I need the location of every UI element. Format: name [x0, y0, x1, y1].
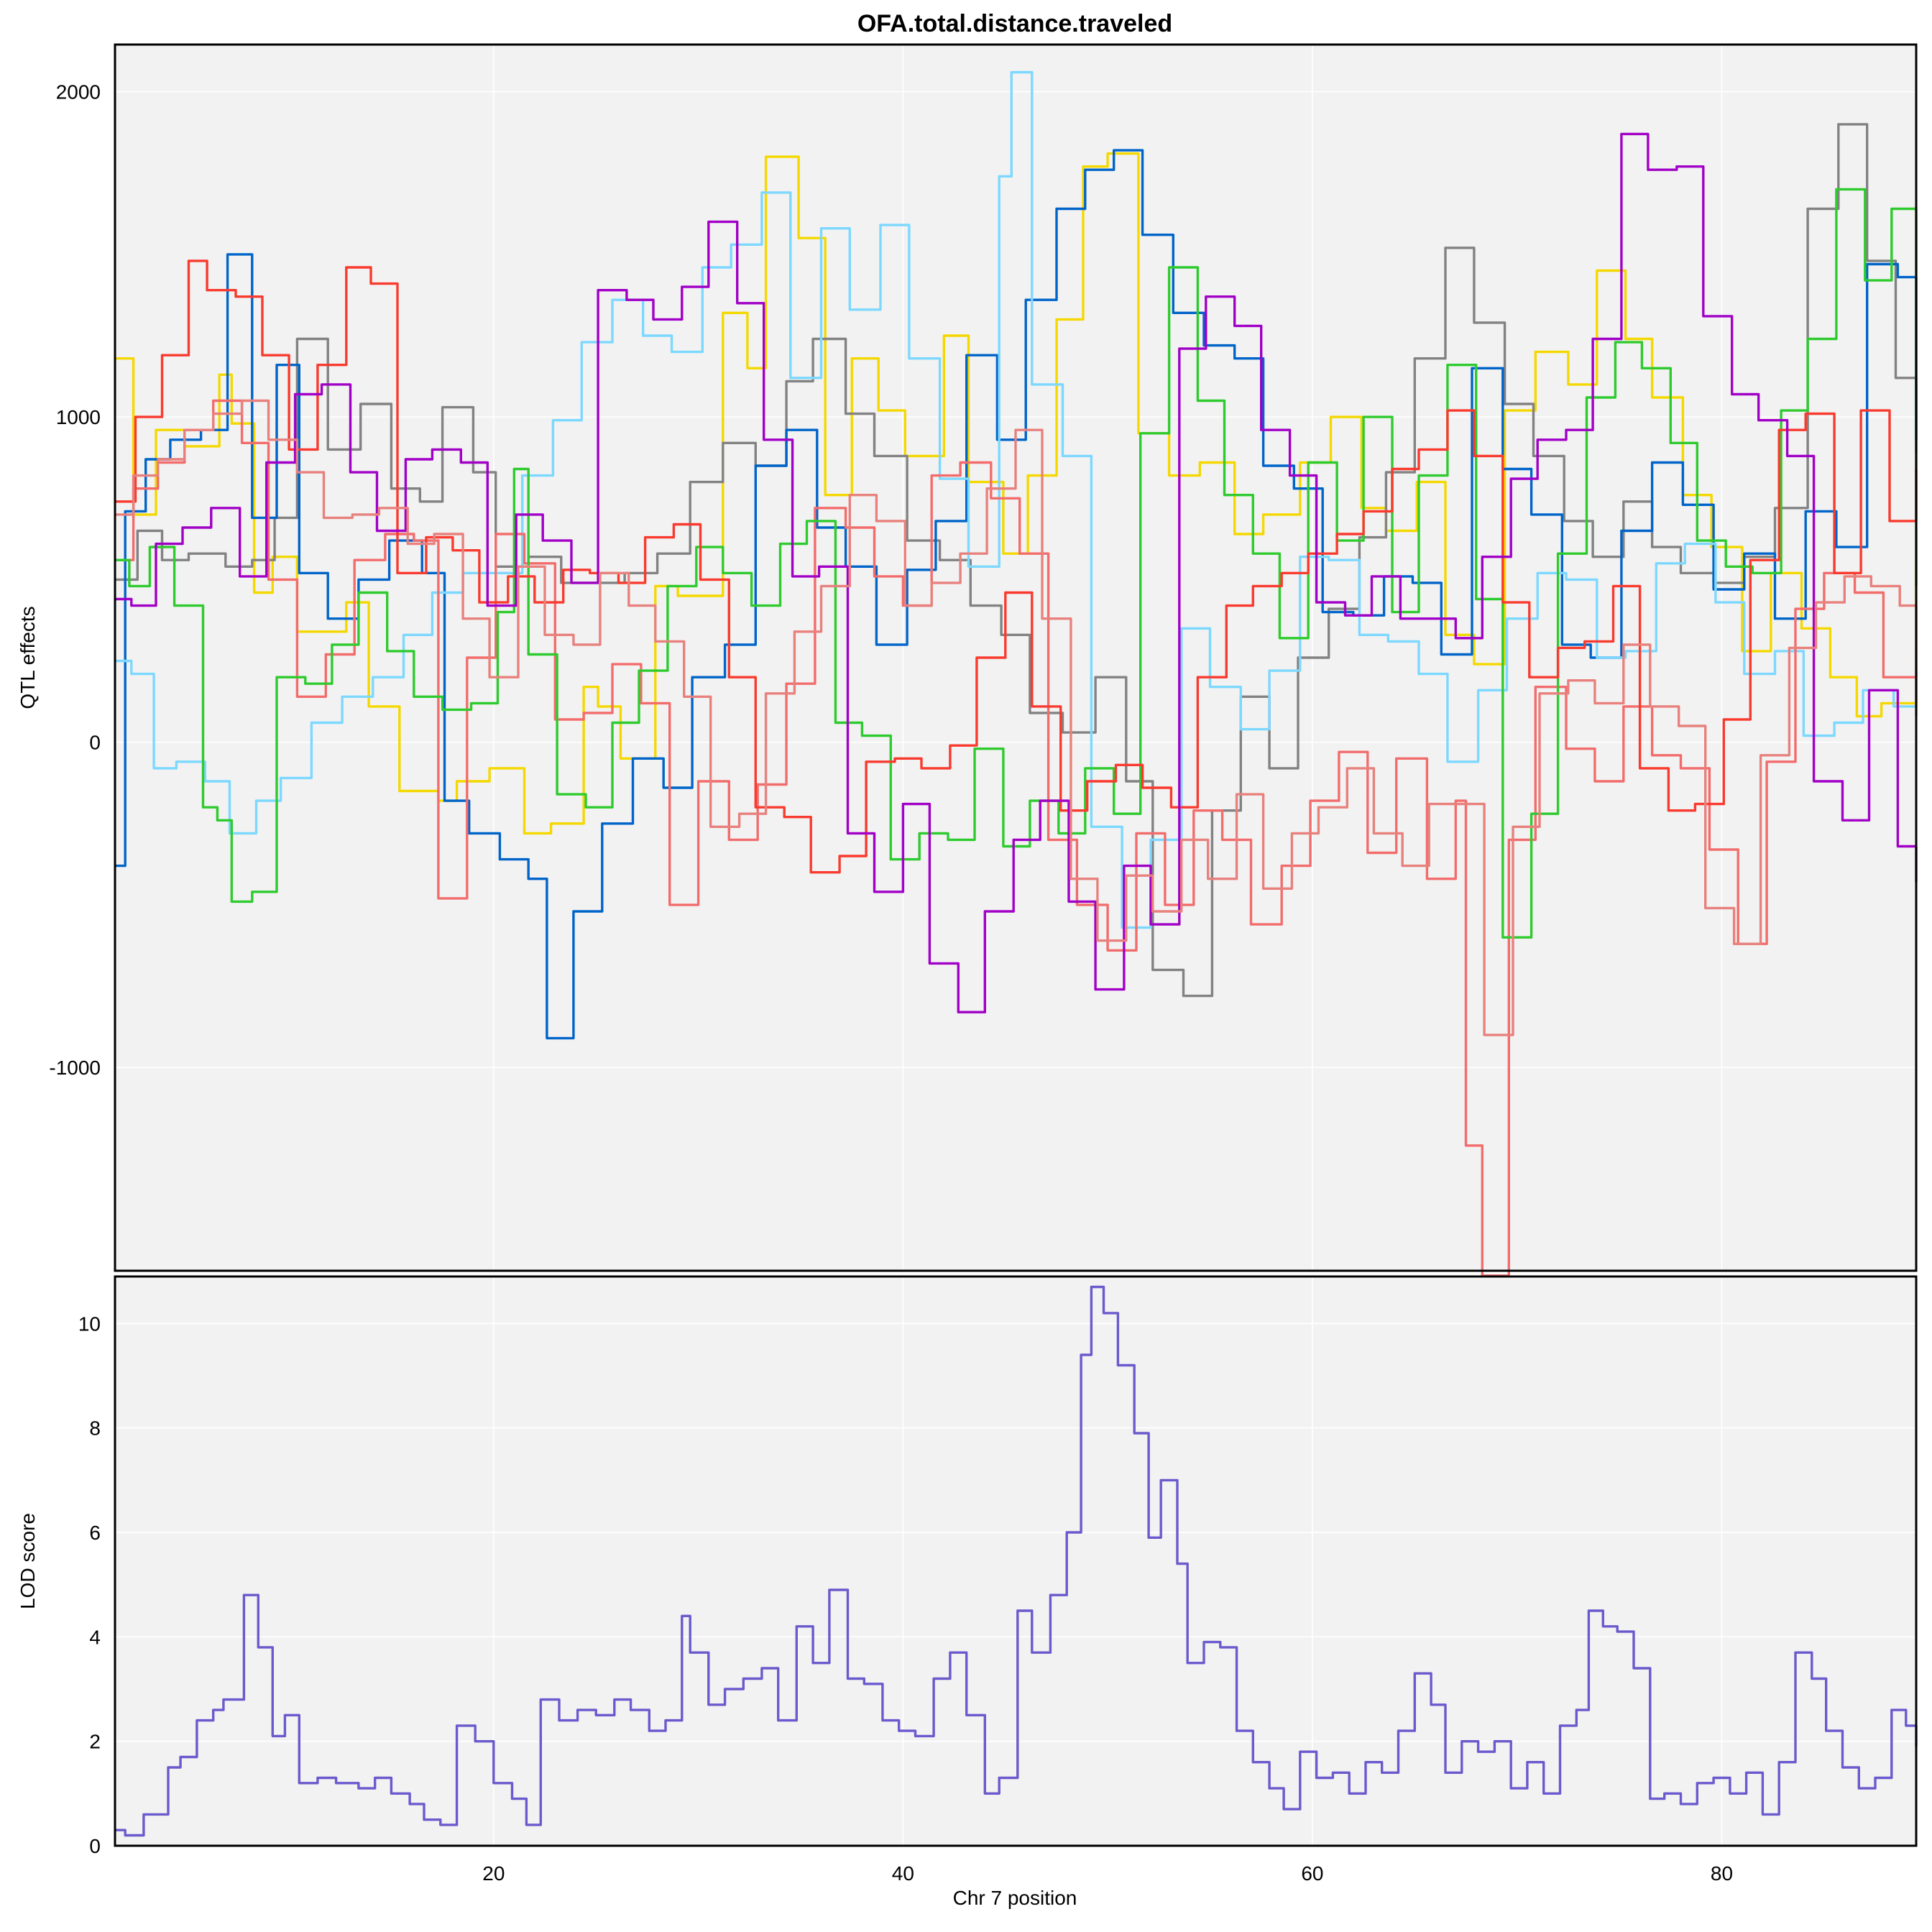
lod-series-group — [115, 1285, 1918, 1837]
lod-y-tick-label: 0 — [89, 1835, 101, 1857]
effects-panel-frame — [114, 43, 1918, 1272]
x-tick-label: 40 — [892, 1862, 914, 1885]
effects-y-tick-label: -1000 — [49, 1057, 101, 1079]
x-axis-label: Chr 7 position — [953, 1887, 1077, 1909]
lod-y-tick-label: 2 — [89, 1731, 101, 1753]
effects-panel-background — [115, 45, 1916, 1271]
chart-title: OFA.total.distance.traveled — [857, 10, 1172, 37]
x-tick-label: 20 — [482, 1862, 505, 1885]
effects-series-line-4 — [115, 70, 1918, 929]
lod-panel-background — [115, 1276, 1916, 1846]
effects-y-tick-labels: -1000 0 1000 2000 — [49, 81, 101, 1080]
effects-y-axis-label: QTL effects — [17, 606, 39, 709]
effects-panel: -1000 0 1000 2000 QTL effects — [17, 43, 1918, 1277]
effects-y-tick-label: 0 — [89, 732, 101, 754]
lod-panel: 0 2 4 6 8 10 20 40 60 80 LOD score Chr 7 positio… — [17, 1275, 1918, 1909]
lod-y-tick-label: 10 — [78, 1312, 101, 1335]
effects-series-line-2 — [115, 123, 1918, 998]
effects-series-line-1 — [115, 152, 1918, 835]
effects-y-tick-label: 1000 — [56, 406, 101, 428]
lod-y-tick-label: 6 — [89, 1522, 101, 1544]
x-tick-label: 60 — [1301, 1862, 1323, 1885]
lod-y-tick-label: 8 — [89, 1417, 101, 1440]
effects-gridlines — [115, 45, 1916, 1271]
lod-y-tick-labels: 0 2 4 6 8 10 — [78, 1312, 101, 1857]
effects-y-tick-label: 2000 — [56, 81, 101, 104]
effects-series-line-6 — [115, 188, 1918, 939]
effects-series-line-9 — [115, 399, 1918, 1036]
x-tick-label: 80 — [1711, 1862, 1733, 1885]
lod-panel-frame — [114, 1275, 1918, 1847]
effects-series-line-8 — [115, 132, 1918, 1013]
effects-series-group — [115, 70, 1918, 1277]
effects-series-line-5 — [115, 399, 1918, 1277]
lod-series-line-1 — [115, 1285, 1918, 1837]
lod-y-axis-label: LOD score — [17, 1513, 39, 1609]
lod-x-tick-labels: 20 40 60 80 — [482, 1862, 1733, 1885]
effects-series-line-7 — [115, 259, 1918, 874]
lod-y-tick-label: 4 — [89, 1626, 101, 1648]
